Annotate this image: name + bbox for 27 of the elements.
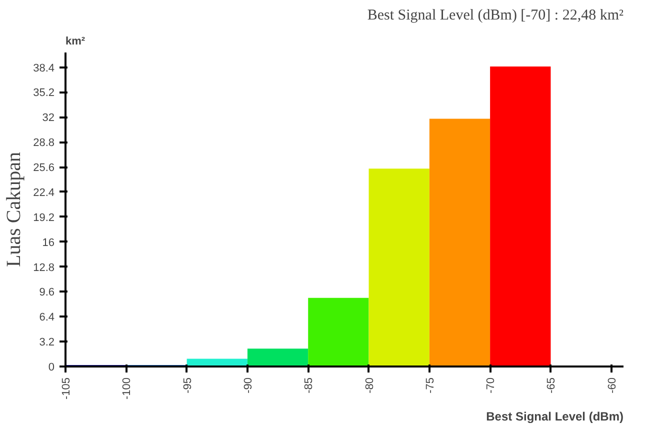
y-tick-label: 3.2: [39, 336, 55, 349]
y-tick-label: 25.6: [33, 162, 55, 174]
y-tick-label: 35.2: [33, 87, 55, 100]
x-tick-label: -90: [242, 377, 254, 394]
x-tick-label: -60: [606, 377, 618, 394]
y-tick-label: 28.8: [33, 137, 55, 150]
x-axis-title: Best Signal Level (dBm): [486, 410, 624, 424]
y-tick-label: 16: [42, 236, 55, 249]
y-tick-label: 22.4: [33, 186, 55, 199]
y-tick-label: 32: [42, 112, 55, 124]
x-tick-label: -75: [424, 377, 436, 394]
x-tick-label: -95: [182, 377, 194, 394]
x-tick-label: -85: [303, 377, 316, 394]
x-tick-label: -70: [485, 377, 498, 394]
x-tick-label: -100: [121, 377, 134, 400]
y-axis-title: Luas Cakupan: [3, 152, 26, 267]
y-tick-label: 0: [48, 362, 55, 374]
x-tick-label: -65: [546, 377, 558, 394]
y-tick-label: 19.2: [33, 212, 55, 224]
chart-title: Best Signal Level (dBm) [-70] : 22,48 km²: [367, 8, 624, 24]
y-tick-label: 9.6: [39, 286, 55, 299]
y-tick-label: 12.8: [33, 262, 55, 274]
x-tick-label: -105: [60, 377, 72, 400]
y-tick-label: 6.4: [39, 312, 55, 324]
x-tick-label: -80: [364, 377, 376, 394]
y-tick-label: 38.4: [33, 62, 55, 74]
text: km²: [66, 36, 86, 48]
